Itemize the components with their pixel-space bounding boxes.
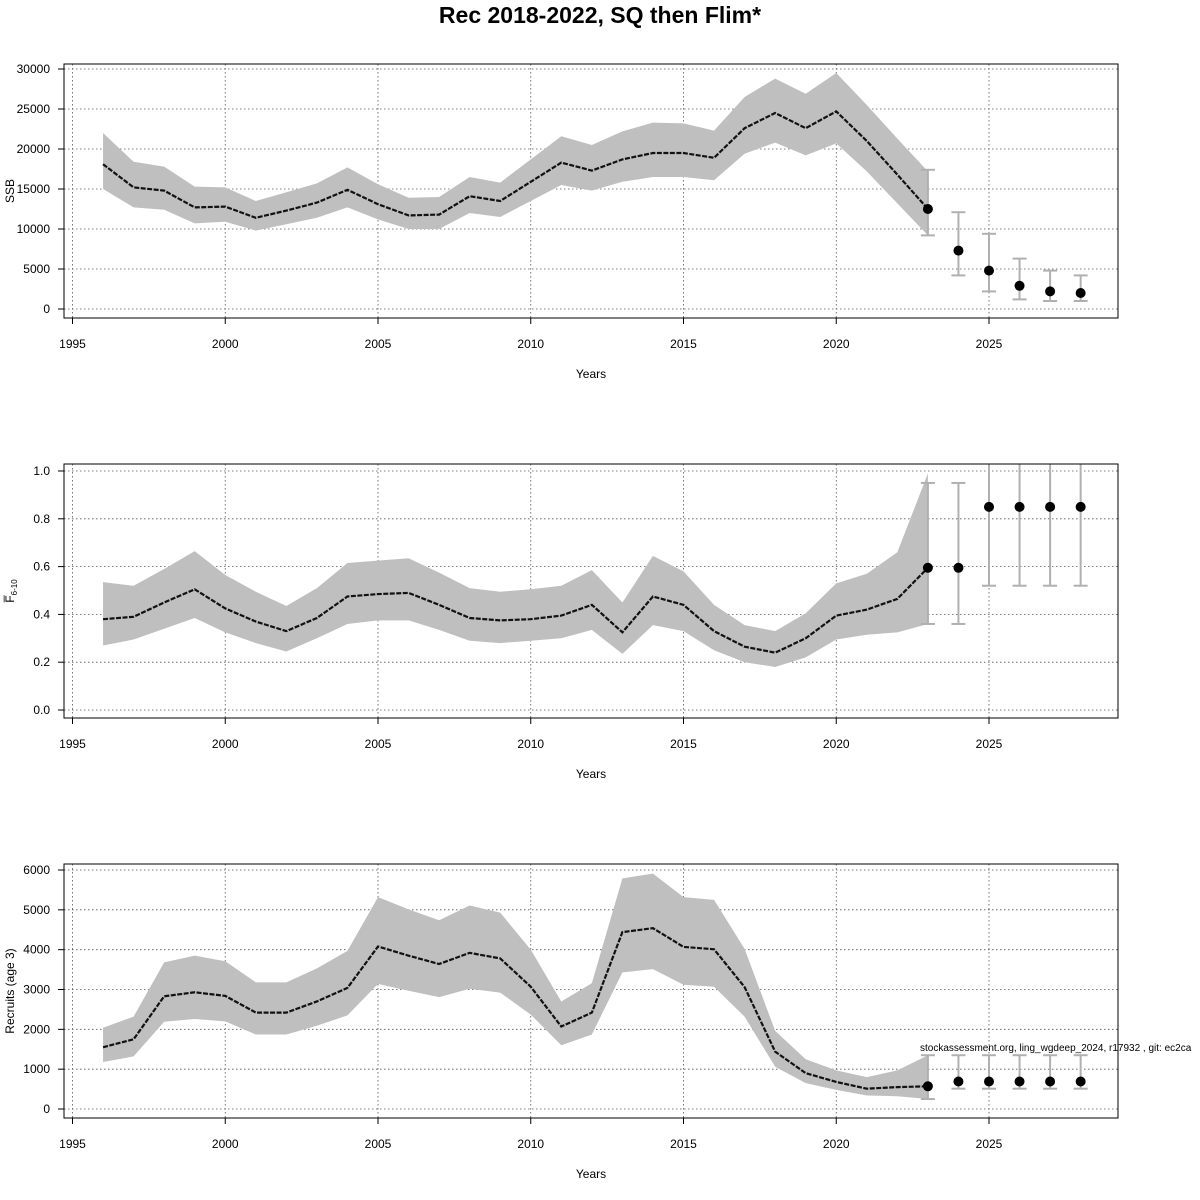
x-tick-label: 2000	[212, 1137, 239, 1151]
y-tick-label: 4000	[23, 943, 50, 957]
y-axis-label: F̅6-10	[3, 579, 19, 603]
y-tick-label: 0	[43, 1102, 50, 1116]
plot-frame	[63, 463, 1119, 719]
y-tick-label: 2000	[23, 1022, 50, 1036]
plot-frame	[63, 863, 1119, 1119]
estimate-line	[102, 567, 929, 654]
forecast-point	[1014, 280, 1025, 291]
x-tick-label: 2005	[365, 1137, 392, 1151]
forecast-point	[1014, 501, 1025, 512]
y-tick-label: 20000	[17, 142, 51, 156]
x-tick-label: 2000	[212, 337, 239, 351]
y-tick-label: 0.4	[33, 607, 50, 621]
y-tick-label: 10000	[17, 222, 51, 236]
forecast-point	[922, 562, 933, 573]
forecast-point	[1075, 501, 1086, 512]
y-axis-label-main: F̅	[3, 595, 17, 603]
x-axis-label: Years	[576, 1167, 606, 1181]
y-tick-label: 25000	[17, 102, 51, 116]
y-tick-label: 5000	[23, 262, 50, 276]
y-tick-label: 0.6	[33, 560, 50, 574]
y-axis-label: Recruits (age 3)	[3, 948, 17, 1033]
forecast-point	[953, 562, 964, 573]
y-axis-label: SSB	[3, 179, 17, 203]
x-tick-label: 2025	[976, 337, 1003, 351]
y-tick-label: 15000	[17, 182, 51, 196]
forecast-point	[1075, 288, 1086, 298]
x-tick-label: 2015	[670, 337, 697, 351]
forecast-point	[922, 204, 933, 214]
x-axis-label: Years	[576, 767, 606, 781]
y-tick-label: 5000	[23, 903, 50, 917]
x-tick-label: 2005	[365, 337, 392, 351]
footnote: stockassessment.org, ling_wgdeep_2024, r…	[920, 1043, 1192, 1054]
forecast-point	[1045, 1076, 1056, 1087]
y-tick-label: 1000	[23, 1062, 50, 1076]
y-tick-label: 6000	[23, 863, 50, 877]
confidence-band	[103, 873, 928, 1100]
x-tick-label: 1995	[59, 1137, 86, 1151]
confidence-band	[103, 73, 928, 236]
estimate-line	[102, 110, 929, 219]
forecast-point	[922, 1081, 933, 1092]
x-tick-label: 2025	[976, 737, 1003, 751]
forecast-point	[1075, 1076, 1086, 1087]
y-tick-label: 0	[43, 302, 50, 316]
x-axis-label: Years	[576, 367, 606, 381]
y-tick-label: 0.2	[33, 655, 50, 669]
ssb-panel: 1995 2000 2005 2010 2015 2020 2025 0 5000 10000 15…	[3, 62, 1119, 381]
forecast-point	[1045, 286, 1056, 297]
y-tick-label: 30000	[17, 62, 51, 76]
y-tick-label: 0.0	[33, 703, 50, 717]
x-tick-label: 1995	[59, 337, 86, 351]
x-tick-label: 2010	[517, 737, 544, 751]
x-tick-label: 2010	[517, 337, 544, 351]
y-tick-label: 3000	[23, 983, 50, 997]
x-tick-label: 2020	[823, 1137, 850, 1151]
x-tick-label: 2015	[670, 737, 697, 751]
x-tick-label: 1995	[59, 737, 86, 751]
x-tick-label: 2020	[823, 337, 850, 351]
x-tick-label: 2020	[823, 737, 850, 751]
forecast-point	[984, 501, 994, 512]
confidence-band	[103, 473, 928, 667]
x-tick-label: 2005	[365, 737, 392, 751]
forecast-point	[953, 1076, 964, 1087]
x-tick-label: 2015	[670, 1137, 697, 1151]
forecast-point	[1014, 1076, 1025, 1087]
forecast-point	[953, 245, 964, 256]
forecast-point	[1045, 501, 1056, 512]
recruits-panel: 1995 2000 2005 2010 2015 2020 2025 0 1000 2000 300…	[3, 863, 1119, 1181]
x-tick-label: 2010	[517, 1137, 544, 1151]
x-tick-label: 2025	[976, 1137, 1003, 1151]
plot-frame	[63, 63, 1119, 319]
y-axis-label-subscript: 6-10	[10, 579, 19, 596]
forecast-point	[984, 265, 994, 276]
estimate-line	[102, 927, 928, 1090]
y-tick-label: 0.8	[33, 512, 50, 526]
chart-title: Rec 2018-2022, SQ then Flim*	[438, 2, 762, 28]
x-tick-label: 2000	[212, 737, 239, 751]
forecast-point	[984, 1076, 994, 1087]
fishing-mortality-panel: 1995 2000 2005 2010 2015 2020 2025 0.0 0.2 0.4 0.6…	[3, 463, 1119, 781]
y-tick-label: 1.0	[33, 464, 50, 478]
